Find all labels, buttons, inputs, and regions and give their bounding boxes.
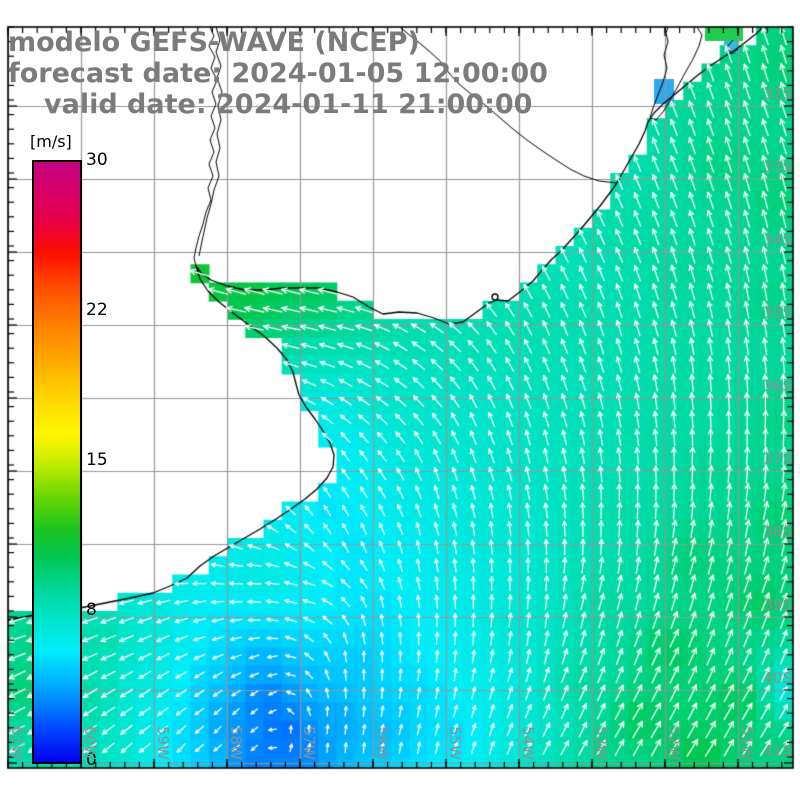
colorbar-tick-label: 30: [86, 150, 108, 170]
colorbar-tick-label: 8: [86, 600, 97, 620]
lat-label: 39S: [763, 596, 792, 614]
colorbar-tick-label: 0: [86, 750, 97, 770]
lat-label: 38S: [763, 523, 792, 541]
lon-label: 56W: [373, 726, 391, 760]
lat-label: 41S: [763, 742, 792, 760]
colorbar-unit-label: [m/s]: [30, 132, 72, 151]
colorbar: [32, 160, 82, 764]
lat-label: 40S: [763, 669, 792, 687]
lat-label: 35S: [763, 304, 792, 322]
lat-label: 37S: [763, 450, 792, 468]
valid-date: valid date: 2024-01-11 21:00:00: [44, 89, 533, 120]
lat-label: 36S: [763, 377, 792, 395]
lat-label: 34S: [763, 231, 792, 249]
lon-label: 60W: [81, 726, 99, 760]
lon-label: 53W: [592, 726, 610, 760]
lat-label: 32S: [763, 85, 792, 103]
lat-label: 33S: [763, 158, 792, 176]
lon-label: 51W: [738, 726, 756, 760]
lon-label: 57W: [300, 726, 318, 760]
lon-label: 58W: [227, 726, 245, 760]
lon-label: 52W: [665, 726, 683, 760]
lon-label: 55W: [446, 726, 464, 760]
model-title: modelo GEFS-WAVE (NCEP): [8, 27, 420, 58]
colorbar-tick-label: 22: [86, 300, 108, 320]
lon-label: 61W: [8, 726, 26, 760]
forecast-date: forecast date: 2024-01-05 12:00:00: [8, 58, 548, 89]
colorbar-tick-label: 15: [86, 450, 108, 470]
lon-label: 54W: [519, 726, 537, 760]
lon-label: 59W: [154, 726, 172, 760]
